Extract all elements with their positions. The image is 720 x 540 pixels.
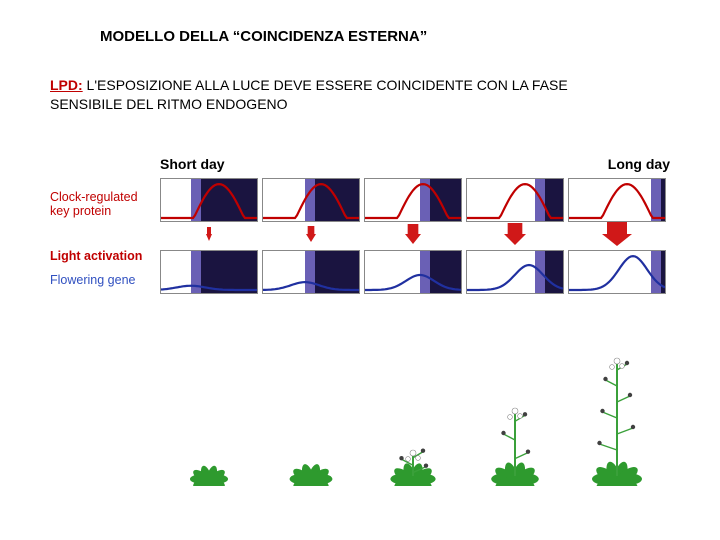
plant-icon bbox=[568, 316, 666, 486]
col-header-short-day: Short day bbox=[160, 156, 225, 172]
arrow-row bbox=[160, 223, 672, 249]
protein-panel bbox=[364, 178, 462, 222]
light-arrow-icon bbox=[262, 223, 360, 249]
row-label-protein: Clock-regulated key protein bbox=[50, 190, 158, 219]
chart-panels bbox=[160, 178, 672, 294]
light-arrow-icon bbox=[160, 223, 258, 249]
protein-panel bbox=[466, 178, 564, 222]
subtitle: LPD: L'ESPOSIZIONE ALLA LUCE DEVE ESSERE… bbox=[50, 76, 630, 114]
col-header-long-day: Long day bbox=[608, 156, 670, 172]
plant-icon bbox=[160, 446, 258, 486]
protein-panel bbox=[160, 178, 258, 222]
protein-row bbox=[160, 178, 672, 222]
diagram-container: Short day Long day Clock-regulated key p… bbox=[50, 156, 670, 506]
plants-row bbox=[160, 326, 672, 486]
light-arrow-icon bbox=[364, 223, 462, 249]
row-label-flowering: Flowering gene bbox=[50, 273, 158, 287]
protein-panel bbox=[262, 178, 360, 222]
plant-icon bbox=[466, 368, 564, 486]
subtitle-text: L'ESPOSIZIONE ALLA LUCE DEVE ESSERE COIN… bbox=[50, 77, 568, 112]
lpd-label: LPD: bbox=[50, 77, 83, 93]
plant-icon bbox=[364, 412, 462, 486]
column-headers: Short day Long day bbox=[160, 156, 670, 172]
flowering-panel bbox=[160, 250, 258, 294]
flowering-panel bbox=[466, 250, 564, 294]
flowering-panel bbox=[262, 250, 360, 294]
flowering-panel bbox=[568, 250, 666, 294]
page-title: MODELLO DELLA “COINCIDENZA ESTERNA” bbox=[100, 28, 427, 45]
protein-panel bbox=[568, 178, 666, 222]
flowering-panel bbox=[364, 250, 462, 294]
plant-icon bbox=[262, 442, 360, 486]
row-label-light: Light activation bbox=[50, 249, 158, 263]
flowering-row bbox=[160, 250, 672, 294]
light-arrow-icon bbox=[466, 223, 564, 249]
row-labels: Clock-regulated key protein Light activa… bbox=[50, 180, 158, 288]
light-arrow-icon bbox=[568, 223, 666, 249]
